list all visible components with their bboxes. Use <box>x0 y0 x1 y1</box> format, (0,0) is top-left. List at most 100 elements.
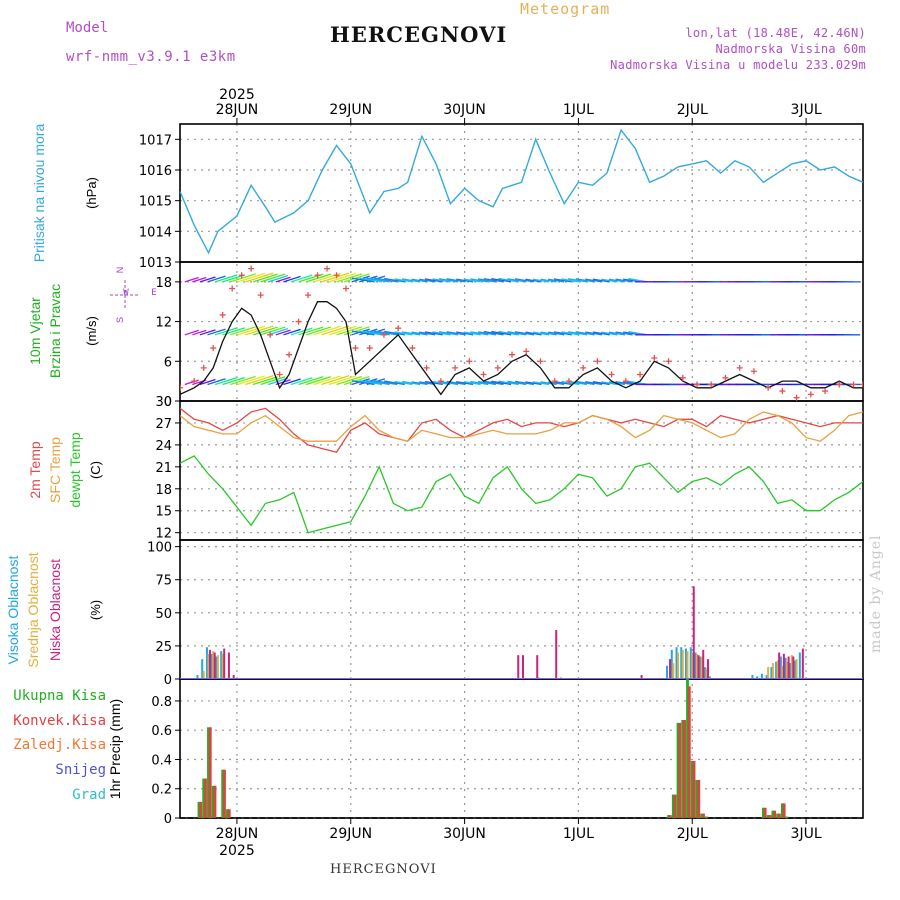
cloud-bar-high <box>220 651 223 679</box>
precip-bar-convective <box>227 809 231 818</box>
cloud-bar-high <box>798 652 801 679</box>
precip-bar-total <box>202 778 206 818</box>
gust-marker <box>494 364 501 371</box>
wind-barb <box>439 278 459 283</box>
wind-barb <box>305 326 331 336</box>
precip-bar-convective <box>678 722 682 818</box>
gust-marker <box>324 265 331 272</box>
station-title: HERCEGNOVI <box>330 22 508 47</box>
wind-barb <box>432 331 451 336</box>
wind-barb <box>268 327 289 336</box>
precip-bar-convective <box>778 813 781 818</box>
top-year-label: 2025 <box>219 87 255 103</box>
wind-barb <box>553 331 572 336</box>
cloud-bar-mid <box>795 659 798 679</box>
cloud-bar-low <box>536 655 539 679</box>
wind-barb <box>463 331 481 336</box>
precip-bar-convective <box>668 815 672 818</box>
cloud-bar-high <box>775 661 778 679</box>
bottom-day-label: 2JUL <box>677 826 708 842</box>
wind-barb <box>575 331 595 336</box>
cloud-bar-high <box>689 647 692 679</box>
cloud-bar-mid <box>686 651 689 679</box>
wind-barb <box>343 273 370 283</box>
wind-barb <box>184 329 199 336</box>
precip-bar-total <box>695 779 699 818</box>
precip-bar-convective <box>782 803 786 818</box>
wind-barb <box>290 274 313 283</box>
precip-bar-convective <box>683 719 686 818</box>
wind-barb <box>615 331 633 336</box>
wind-barb <box>585 278 603 283</box>
gust-marker <box>594 358 601 365</box>
gust-marker <box>333 272 340 279</box>
y-tick-label: 0.6 <box>151 724 172 739</box>
precip-legend-2: Zaledj.Kisa <box>13 737 106 753</box>
gust-marker <box>779 388 786 395</box>
wind-barb <box>585 331 603 336</box>
cloud-bar-high <box>765 675 768 679</box>
cloud-bar-low <box>555 630 558 679</box>
cloud-bar-high <box>703 667 706 679</box>
wind-barb <box>199 329 216 336</box>
wind-barb <box>328 325 357 336</box>
wind-barb <box>214 274 238 283</box>
cloud-bar-mid <box>786 661 789 679</box>
gust-marker <box>480 371 487 378</box>
precip-bar-convective <box>702 813 705 818</box>
precip-bar-total <box>226 809 229 818</box>
top-day-label: 30JUN <box>443 102 486 118</box>
cloud-bar-mid <box>705 668 708 679</box>
wind-barb <box>561 380 580 386</box>
wind-barb <box>498 330 519 336</box>
dewpoint-label: dewpt Temp <box>67 432 83 507</box>
wind-barb <box>540 381 557 386</box>
cloud-bar-mid <box>691 652 694 679</box>
wind-barb <box>252 376 278 386</box>
y-tick-label: 12 <box>155 316 172 331</box>
precip-bar-convective <box>768 815 772 818</box>
precip-bar-total <box>705 816 708 818</box>
compass-e: E <box>151 288 156 298</box>
wind-barb <box>351 330 375 336</box>
wind-barb <box>411 278 428 283</box>
cloud-bar-mid <box>700 656 703 679</box>
wind-barb <box>394 380 413 386</box>
temp-sfc-line <box>180 411 863 442</box>
y-tick-label: 25 <box>155 640 172 655</box>
precip-bar-convective <box>204 778 207 818</box>
wind-barb <box>359 380 383 386</box>
wind-barb <box>568 278 588 283</box>
bottom-day-label: 3JUL <box>791 826 822 842</box>
gust-marker <box>836 381 843 388</box>
gust-marker <box>750 368 757 375</box>
wind-barb <box>384 330 405 336</box>
wind-barb <box>384 277 405 283</box>
wind-barb <box>237 325 266 336</box>
gust-marker <box>423 364 430 371</box>
wind-barb <box>615 381 633 386</box>
cloud-bar-mid <box>221 653 224 679</box>
wind-barb <box>305 376 331 386</box>
wind-barb <box>424 380 443 386</box>
cloud-bar-mid <box>771 663 774 679</box>
gust-marker <box>343 285 350 292</box>
precip-bar-total <box>681 719 685 818</box>
wind-barb <box>561 331 580 336</box>
y-tick-label: 1013 <box>139 256 172 271</box>
wind-barb <box>456 331 474 336</box>
y-tick-label: 0.8 <box>151 695 172 710</box>
wind-barb <box>252 326 278 336</box>
y-tick-label: 0.2 <box>151 783 172 798</box>
wind-barb <box>230 375 256 386</box>
cloud-bar-low <box>223 648 226 679</box>
cloud-bar-high <box>215 656 218 679</box>
gust-marker <box>366 345 373 352</box>
wind-barb <box>328 272 357 283</box>
wind-barb <box>260 326 286 336</box>
wind-barb <box>199 276 216 283</box>
y-tick-label: 21 <box>155 461 172 476</box>
gust-marker <box>229 285 236 292</box>
gust-marker <box>651 354 658 361</box>
wind-barb <box>446 278 466 283</box>
